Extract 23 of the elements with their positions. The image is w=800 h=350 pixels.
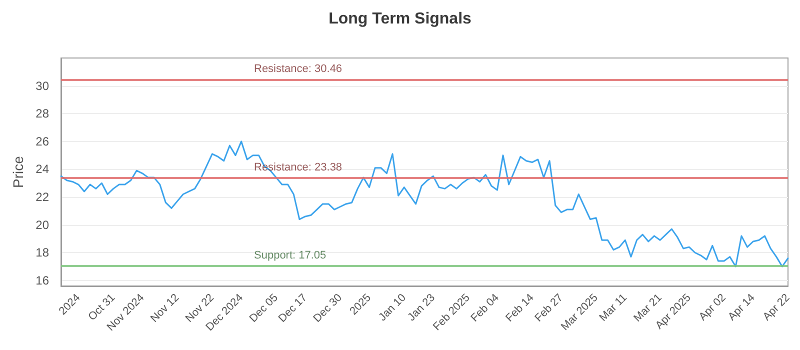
x-tick-label: Apr 22 (760, 292, 792, 324)
y-tick-label: 20 (36, 218, 50, 232)
x-tick-label: Feb 04 (468, 292, 502, 324)
ref-line-label: Support: 17.05 (254, 249, 326, 262)
chart-title: Long Term Signals (328, 10, 472, 28)
y-tick-label: 16 (36, 273, 50, 288)
x-tick-label: Dec 17 (276, 292, 310, 325)
y-tick-label: 30 (36, 78, 50, 93)
x-tick-label: Jan 10 (376, 292, 408, 324)
y-tick-label: 18 (36, 246, 50, 260)
y-tick-label: 22 (36, 190, 50, 204)
x-tick-label: Mar 11 (597, 292, 630, 324)
x-tick-label: Feb 27 (532, 292, 566, 324)
x-tick-label: Apr 02 (696, 292, 728, 324)
y-tick-label: 28 (36, 106, 50, 121)
line-series (60, 140, 789, 268)
y-axis-title: Price (10, 156, 26, 188)
x-tick-label: Nov 12 (148, 292, 182, 325)
x-tick-label: Apr 14 (726, 292, 758, 324)
y-tick-label: 26 (36, 134, 50, 148)
x-tick-label: Dec 30 (311, 292, 344, 325)
y-tick-label: 24 (36, 162, 50, 176)
ref-line-label: Resistance: 30.46 (254, 62, 342, 75)
